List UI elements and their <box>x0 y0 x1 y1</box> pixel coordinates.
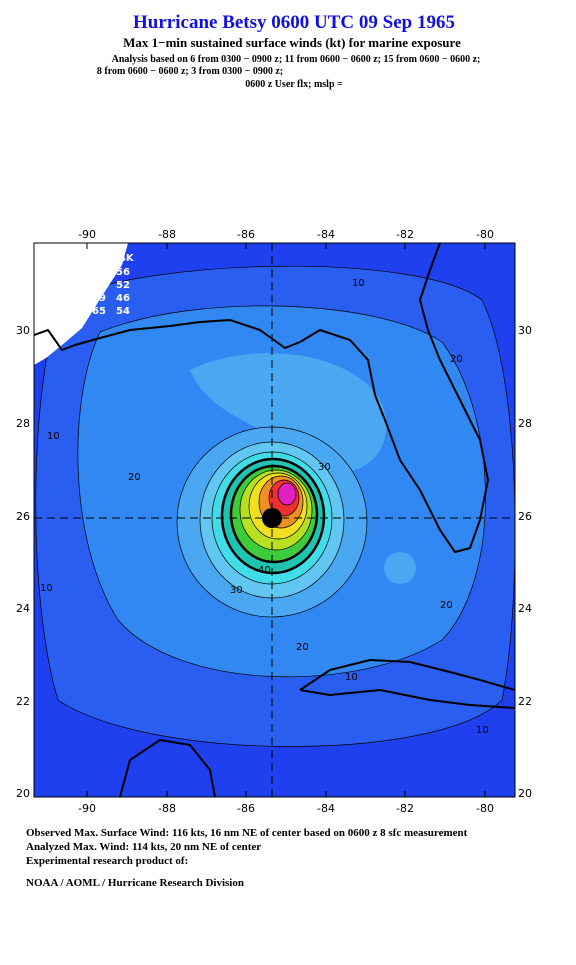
contour-label: 10 <box>476 725 489 736</box>
lon-tick-label: -90 <box>78 802 96 815</box>
lat-tick-label: 28 <box>518 417 532 430</box>
map-area <box>34 243 515 797</box>
lat-tick-label: 24 <box>518 602 532 615</box>
lat-tick-label: 24 <box>16 602 30 615</box>
info-line: Analysis based on 6 from 0300 − 0900 z; … <box>112 54 481 65</box>
legend-value: 54 <box>116 306 130 317</box>
legend-value: 79 <box>66 293 80 304</box>
lat-tick-label: 22 <box>16 695 30 708</box>
subtitle: Max 1−min sustained surface winds (kt) f… <box>123 35 461 50</box>
lon-tick-label: -86 <box>237 228 255 241</box>
lat-tick-label: 30 <box>16 324 30 337</box>
lon-tick-label: -88 <box>158 802 176 815</box>
contour-label: 30 <box>230 585 243 596</box>
legend-value: 67 <box>92 267 106 278</box>
lon-tick-label: -86 <box>237 802 255 815</box>
lon-tick-label: -82 <box>396 802 414 815</box>
legend-value: 59 <box>92 293 106 304</box>
contour-band <box>384 552 416 584</box>
lon-tick-label: -84 <box>317 802 335 815</box>
title: Hurricane Betsy 0600 UTC 09 Sep 1965 <box>133 12 455 33</box>
contour-label: 10 <box>345 672 358 683</box>
footer-line: Experimental research product of: <box>26 855 188 867</box>
contour-band <box>190 353 387 472</box>
legend-value: 46 <box>116 293 130 304</box>
axis-ticks: -90 -90 -88 -88 -86 -86 -84 -84 -82 -82 -80 -80 30 30… <box>16 228 532 815</box>
contour-label: 10 <box>352 278 365 289</box>
contour-labels: 10 20 30 40 30 20 20 20 10 10 10 10 <box>40 278 489 736</box>
contour-label: 20 <box>128 472 141 483</box>
legend-value: 85 <box>66 306 80 317</box>
contour-label: 10 <box>47 431 60 442</box>
no-data-area <box>34 243 128 365</box>
contour-label: 40 <box>258 565 271 576</box>
lat-tick-label: 22 <box>518 695 532 708</box>
contour-label: 30 <box>318 462 331 473</box>
map-frame <box>33 242 516 798</box>
contour-label: 20 <box>440 600 453 611</box>
coastline <box>299 659 515 709</box>
legend-value: 52 <box>116 280 130 291</box>
contour-label: 10 <box>40 583 53 594</box>
legend-value: 62 <box>92 280 106 291</box>
lon-tick-label: -84 <box>317 228 335 241</box>
contour-ring <box>277 482 297 506</box>
lat-tick-label: 26 <box>16 510 30 523</box>
info-line: 8 from 0600 − 0600 z; 3 from 0300 − 0900… <box>97 66 283 77</box>
coastline <box>34 243 489 553</box>
organization: NOAA / AOML / Hurricane Research Divisio… <box>26 877 244 889</box>
lat-tick-label: 20 <box>518 787 532 800</box>
info-line: 0600 z User flx; mslp = <box>245 79 343 90</box>
legend-value: 56 <box>116 267 130 278</box>
lat-tick-label: 20 <box>16 787 30 800</box>
lon-tick-label: -90 <box>78 228 96 241</box>
footer-line: Analyzed Max. Wind: 114 kts, 20 nm NE of… <box>26 841 261 853</box>
lon-tick-label: -80 <box>476 228 494 241</box>
contour-label: 20 <box>450 354 463 365</box>
lat-tick-label: 30 <box>518 324 532 337</box>
coastline <box>119 739 216 797</box>
lon-tick-label: -88 <box>158 228 176 241</box>
lon-tick-label: -80 <box>476 802 494 815</box>
contour-label: 20 <box>296 642 309 653</box>
footer-line: Observed Max. Surface Wind: 116 kts, 16 … <box>26 827 468 839</box>
lon-tick-label: -82 <box>396 228 414 241</box>
lat-tick-label: 28 <box>16 417 30 430</box>
legend-value: 65 <box>92 306 106 317</box>
legend-header: 64K <box>112 253 135 264</box>
lat-tick-label: 26 <box>518 510 532 523</box>
legend: 64K 67 56 62 52 79 59 46 85 65 54 <box>66 253 135 317</box>
